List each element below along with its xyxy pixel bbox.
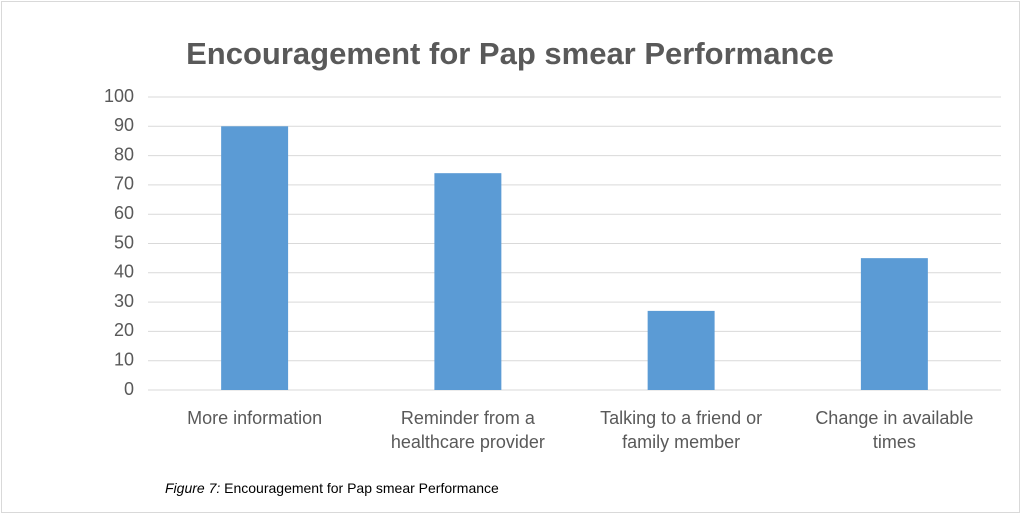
x-tick-label: More information — [187, 408, 323, 428]
bar — [221, 126, 289, 391]
caption-label: Figure 7: — [165, 480, 221, 496]
caption-text: Encouragement for Pap smear Performance — [224, 480, 499, 496]
bar — [647, 310, 715, 390]
chart-title: Encouragement for Pap smear Performance — [186, 36, 834, 71]
y-tick-label: 20 — [114, 320, 134, 340]
y-tick-label: 70 — [114, 174, 134, 194]
y-tick-label: 90 — [114, 115, 134, 135]
x-tick-label: Talking to a friend or family member — [600, 408, 763, 452]
y-tick-label: 80 — [114, 144, 134, 164]
y-tick-label: 30 — [114, 291, 134, 311]
y-tick-label: 10 — [114, 349, 134, 369]
y-tick-label: 40 — [114, 262, 134, 282]
y-tick-label: 60 — [114, 203, 134, 223]
y-tick-label: 100 — [104, 86, 134, 106]
caption: Figure 7: Encouragement for Pap smear Pe… — [165, 480, 499, 496]
bar — [434, 173, 502, 390]
x-tick-label: Change in available times — [815, 408, 974, 452]
bar — [860, 258, 928, 390]
x-tick-label: Reminder from a healthcare provider — [390, 408, 545, 452]
y-tick-label: 0 — [124, 379, 134, 399]
y-tick-label: 50 — [114, 232, 134, 252]
